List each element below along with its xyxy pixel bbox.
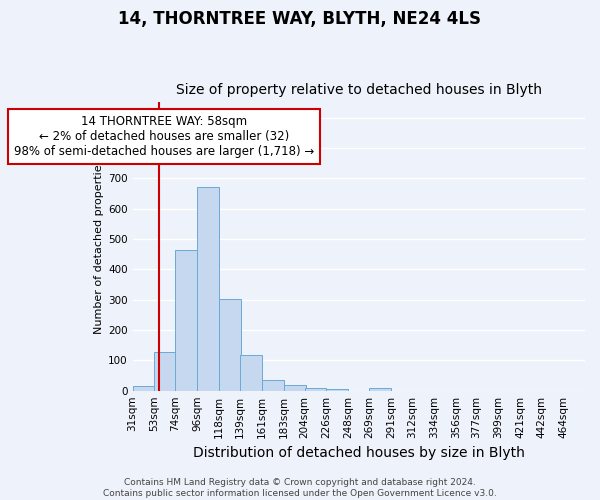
Text: Contains HM Land Registry data © Crown copyright and database right 2024.
Contai: Contains HM Land Registry data © Crown c… [103,478,497,498]
Text: 14, THORNTREE WAY, BLYTH, NE24 4LS: 14, THORNTREE WAY, BLYTH, NE24 4LS [119,10,482,28]
Y-axis label: Number of detached properties: Number of detached properties [94,159,104,334]
Bar [154,352,176,391]
Bar [219,299,241,390]
Text: 14 THORNTREE WAY: 58sqm
← 2% of detached houses are smaller (32)
98% of semi-det: 14 THORNTREE WAY: 58sqm ← 2% of detached… [14,116,314,158]
Bar [326,388,349,390]
Bar [240,355,262,390]
Bar [262,380,284,390]
Bar [133,386,154,390]
X-axis label: Distribution of detached houses by size in Blyth: Distribution of detached houses by size … [193,446,525,460]
Bar [175,250,197,390]
Bar [197,186,219,390]
Bar [284,385,305,390]
Title: Size of property relative to detached houses in Blyth: Size of property relative to detached ho… [176,83,542,97]
Bar [305,388,326,390]
Bar [369,388,391,390]
